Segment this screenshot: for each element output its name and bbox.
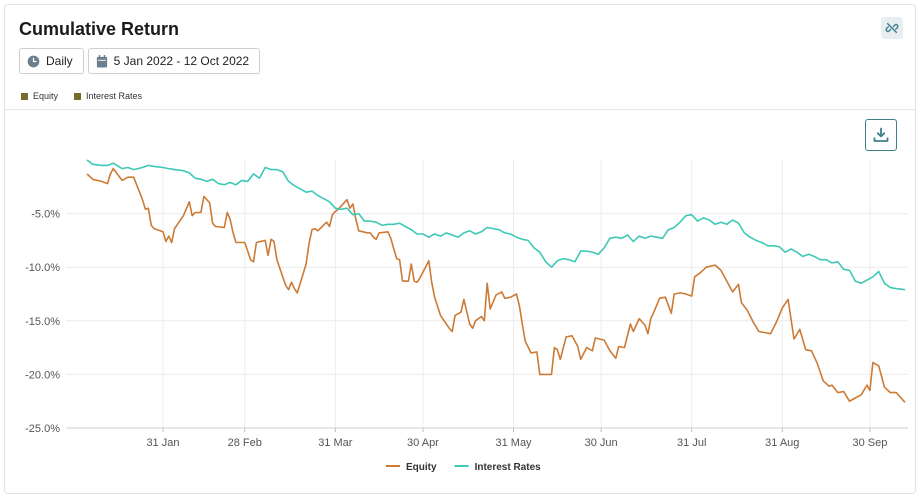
top-legend-label: Interest Rates bbox=[86, 91, 143, 101]
x-tick-label: 30 Apr bbox=[407, 437, 439, 449]
x-tick-label: 31 May bbox=[495, 437, 532, 449]
date-range-label: 5 Jan 2022 - 12 Oct 2022 bbox=[113, 54, 250, 68]
calendar-icon bbox=[96, 54, 108, 68]
y-tick-label: -15.0% bbox=[25, 316, 60, 328]
chart-controls: Daily 5 Jan 2022 - 12 Oct 2022 bbox=[19, 48, 261, 74]
y-tick-label: -20.0% bbox=[25, 369, 60, 381]
series-line-interest-rates bbox=[86, 159, 906, 291]
series-line-equity bbox=[86, 167, 906, 403]
frequency-label: Daily bbox=[46, 54, 73, 68]
legend-label-interest-rates: Interest Rates bbox=[475, 462, 542, 473]
unlink-icon bbox=[885, 22, 899, 34]
x-tick-label: 31 Jul bbox=[677, 437, 706, 449]
unlink-button[interactable] bbox=[881, 17, 903, 39]
date-range-picker[interactable]: 5 Jan 2022 - 12 Oct 2022 bbox=[87, 48, 261, 74]
x-tick-label: 30 Jun bbox=[585, 437, 618, 449]
top-legend: Equity Interest Rates bbox=[21, 91, 142, 101]
top-legend-item-interest-rates[interactable]: Interest Rates bbox=[74, 91, 142, 101]
legend-swatch bbox=[74, 92, 82, 100]
top-legend-item-equity[interactable]: Equity bbox=[21, 91, 58, 101]
x-tick-label: 30 Sep bbox=[853, 437, 888, 449]
top-legend-label: Equity bbox=[33, 91, 59, 101]
divider bbox=[5, 109, 915, 110]
x-tick-label: 31 Aug bbox=[765, 437, 799, 449]
legend-label-equity: Equity bbox=[406, 462, 437, 473]
legend-swatch bbox=[21, 92, 28, 100]
y-tick-label: -25.0% bbox=[25, 423, 60, 435]
x-tick-label: 28 Feb bbox=[228, 437, 262, 449]
clock-icon bbox=[27, 55, 40, 68]
chart-card: Cumulative Return Daily 5 Jan 2022 - 12 … bbox=[4, 4, 916, 494]
y-tick-label: -10.0% bbox=[25, 262, 60, 274]
x-tick-label: 31 Jan bbox=[146, 437, 179, 449]
download-icon bbox=[873, 127, 889, 142]
frequency-select[interactable]: Daily bbox=[19, 48, 84, 74]
x-tick-label: 31 Mar bbox=[318, 437, 353, 449]
download-button[interactable] bbox=[865, 119, 897, 151]
page-title: Cumulative Return bbox=[19, 19, 180, 39]
y-tick-label: -5.0% bbox=[31, 209, 60, 221]
